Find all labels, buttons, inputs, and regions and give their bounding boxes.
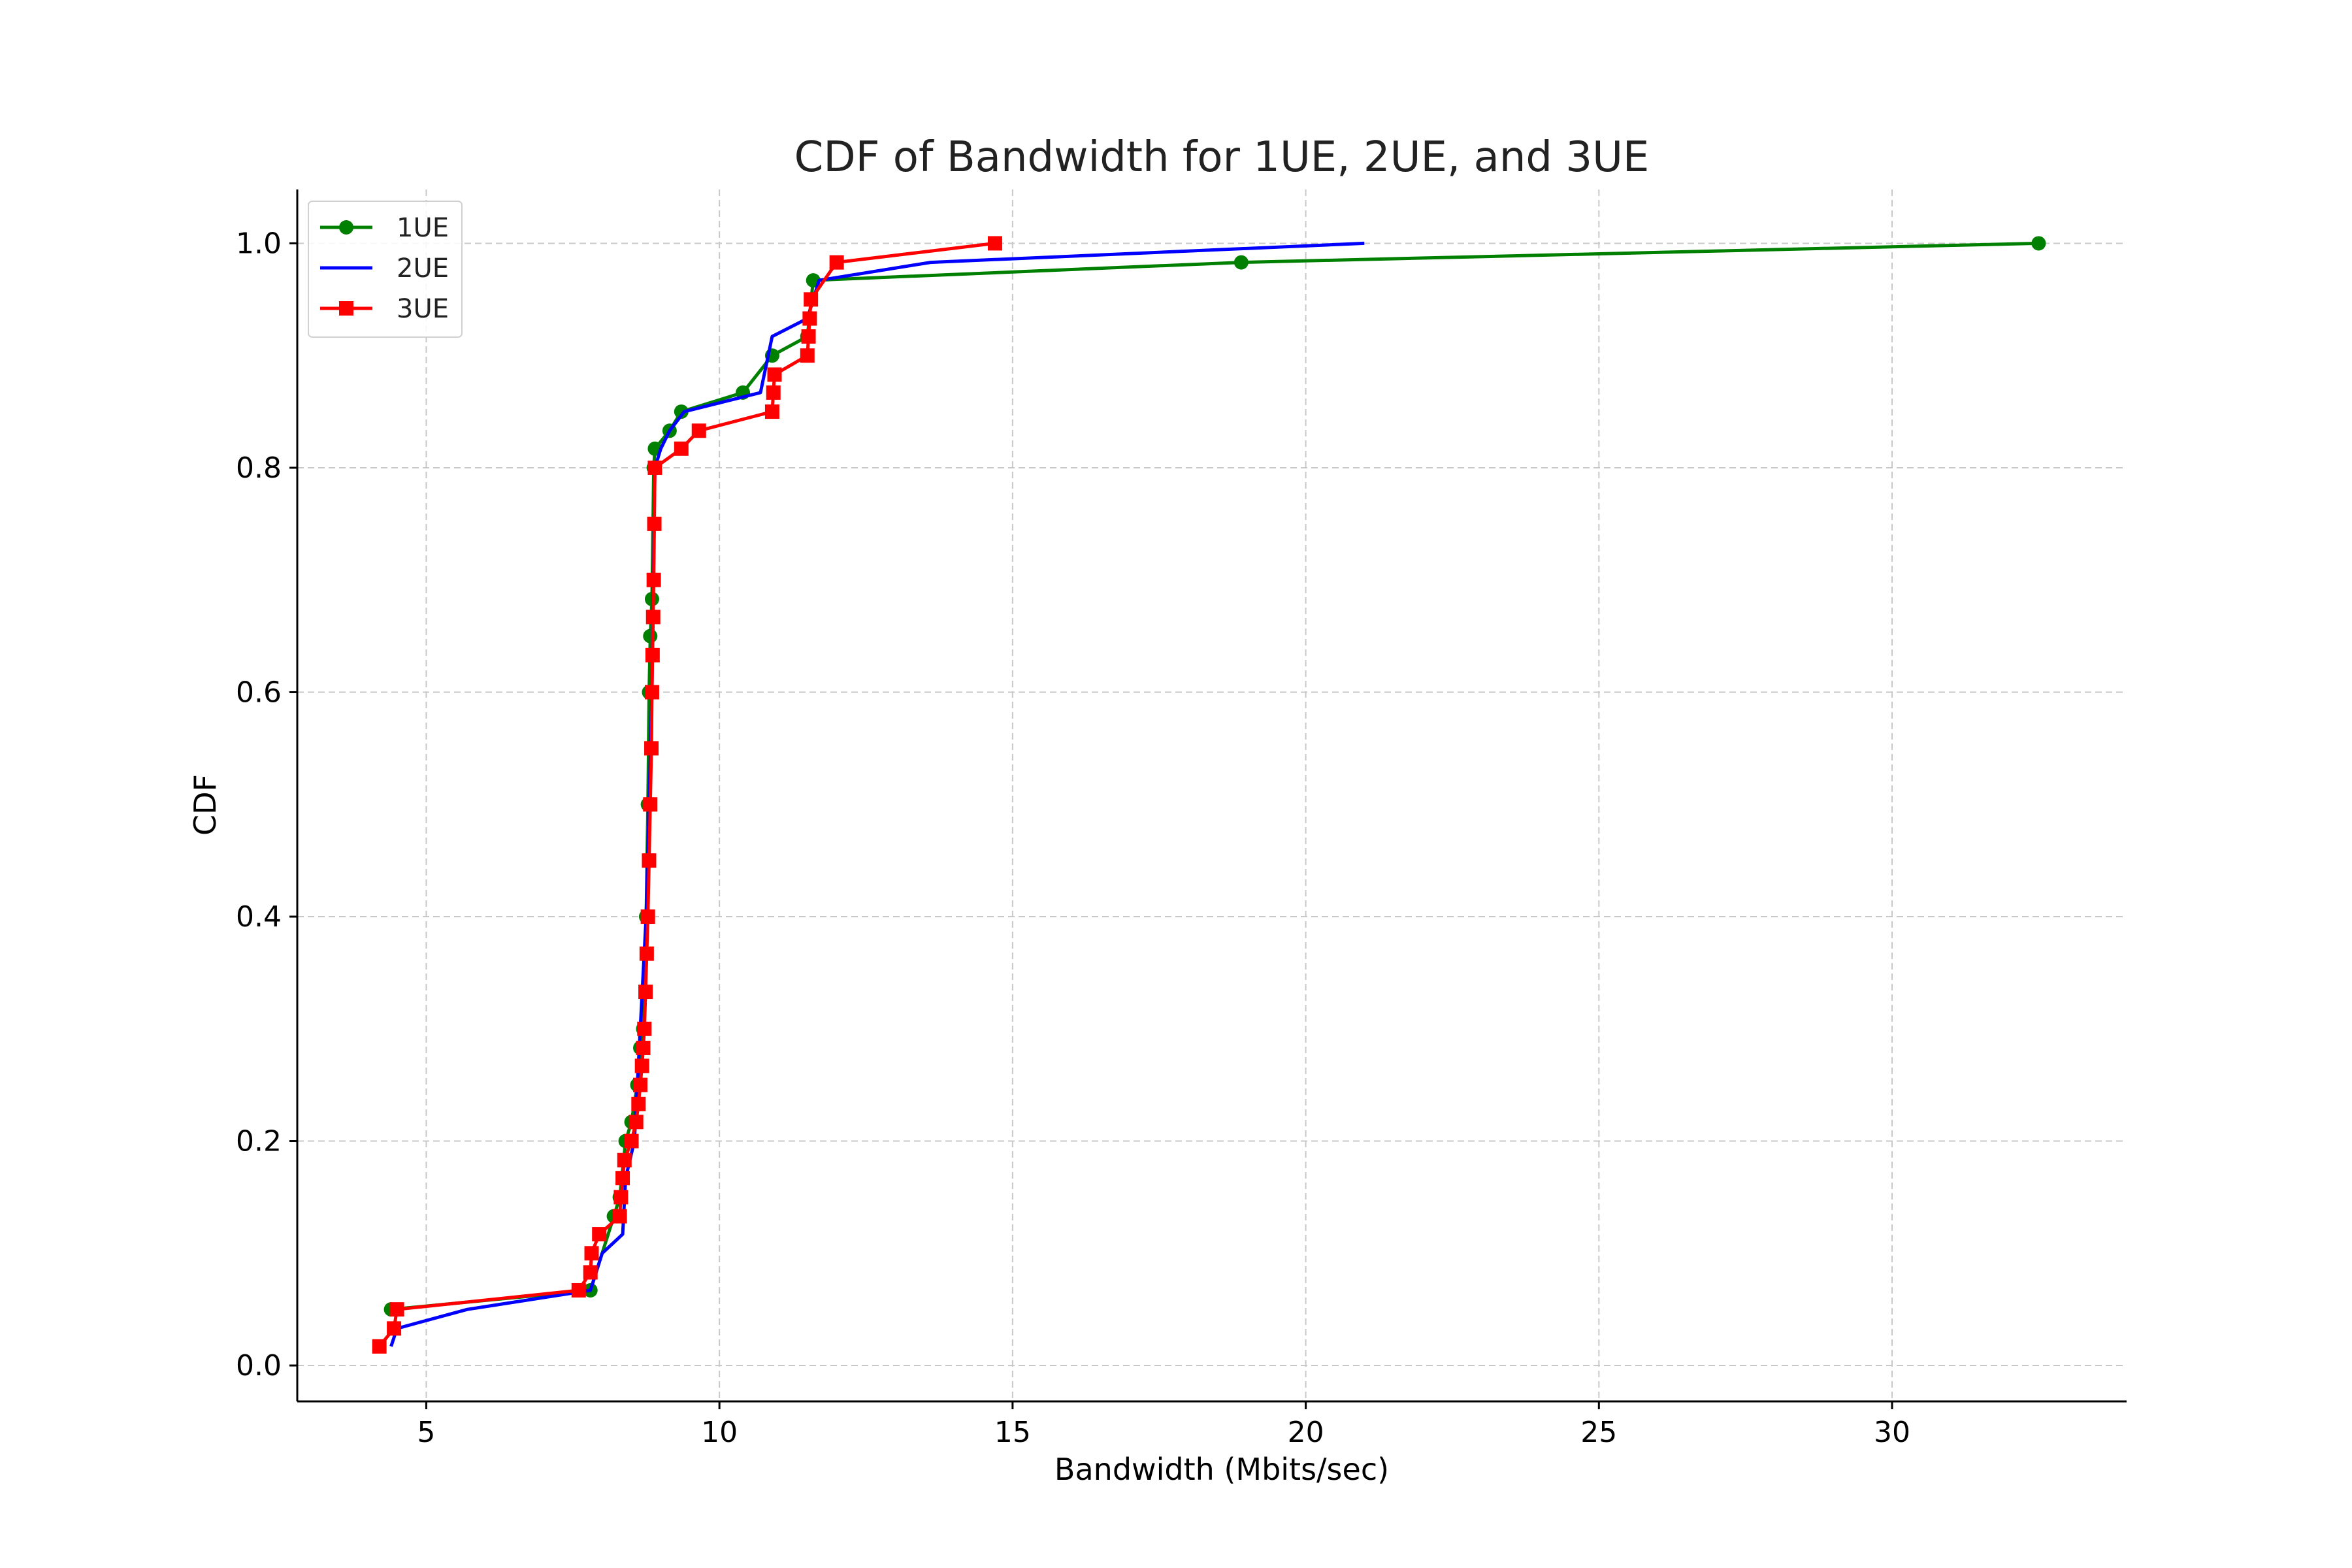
- chart-title: CDF of Bandwidth for 1UE, 2UE, and 3UE: [794, 133, 1650, 182]
- data-point: [801, 329, 816, 344]
- y-tick-label: 0.4: [236, 900, 282, 934]
- data-point: [804, 292, 819, 307]
- data-point: [643, 629, 658, 644]
- data-point: [613, 1190, 629, 1205]
- data-point: [644, 685, 659, 700]
- data-point: [802, 311, 817, 326]
- data-point: [674, 404, 689, 419]
- data-point: [387, 1321, 402, 1336]
- data-point: [638, 985, 653, 1000]
- data-point: [640, 909, 655, 924]
- data-point: [647, 460, 662, 475]
- data-point: [639, 946, 654, 961]
- series-line: [389, 241, 1365, 1347]
- data-point: [592, 1227, 607, 1242]
- legend-label: 2UE: [397, 253, 449, 284]
- data-point: [339, 301, 353, 316]
- x-tick-label: 5: [417, 1416, 435, 1449]
- legend: 1UE 2UE 3UE: [308, 201, 463, 338]
- data-point: [372, 1339, 387, 1354]
- series-1ue: [384, 236, 2046, 1317]
- legend-item-3ue: 3UE: [320, 294, 449, 324]
- grid: [297, 189, 2127, 1401]
- y-axis-label: CDF: [188, 774, 223, 836]
- data-point: [645, 610, 661, 625]
- y-tick-label: 0.8: [236, 451, 282, 485]
- data-point: [764, 404, 779, 419]
- x-tick-label: 15: [994, 1416, 1031, 1449]
- axes: 5 10 15 20 25 30 0.0 0.2 0.4 0.6 0.8 1.0: [236, 189, 2127, 1449]
- legend-item-1ue: 1UE: [320, 213, 449, 243]
- data-point: [634, 1058, 649, 1073]
- data-point: [633, 1077, 647, 1092]
- legend-item-2ue: 2UE: [320, 253, 449, 284]
- data-point: [829, 255, 844, 270]
- data-point: [645, 647, 660, 662]
- x-axis-label: Bandwidth (Mbits/sec): [1054, 1452, 1389, 1487]
- data-point: [636, 1040, 651, 1055]
- y-tick-label: 0.0: [236, 1349, 282, 1382]
- data-point: [766, 385, 781, 400]
- data-point: [646, 572, 661, 587]
- y-tick-label: 0.2: [236, 1125, 282, 1158]
- legend-label: 3UE: [397, 294, 449, 324]
- data-point: [637, 1021, 652, 1036]
- data-point: [617, 1152, 632, 1168]
- data-point: [571, 1282, 586, 1298]
- series-line: [391, 241, 2039, 1311]
- data-point: [631, 1096, 646, 1111]
- data-point: [583, 1265, 598, 1280]
- data-point: [1233, 255, 1249, 270]
- x-tick-label: 25: [1580, 1416, 1617, 1449]
- data-point: [987, 236, 1002, 251]
- data-point: [2031, 236, 2046, 251]
- data-point: [624, 1134, 639, 1149]
- data-point: [691, 423, 706, 438]
- data-point: [584, 1246, 599, 1261]
- data-point: [629, 1115, 644, 1130]
- data-point: [615, 1171, 630, 1186]
- x-tick-label: 30: [1874, 1416, 1910, 1449]
- x-tick-label: 10: [701, 1416, 738, 1449]
- data-point: [644, 741, 659, 756]
- data-point: [647, 516, 662, 531]
- data-point: [339, 220, 353, 235]
- data-point: [643, 797, 658, 812]
- series-layer: [372, 236, 2046, 1354]
- data-point: [800, 348, 815, 363]
- series-3ue: [372, 236, 1002, 1354]
- x-tick-label: 20: [1288, 1416, 1324, 1449]
- legend-label: 1UE: [397, 213, 449, 243]
- data-point: [389, 1302, 404, 1317]
- data-point: [767, 367, 782, 382]
- y-tick-label: 0.6: [236, 676, 282, 709]
- y-tick-label: 1.0: [236, 227, 282, 260]
- series-2ue: [389, 241, 1365, 1347]
- data-point: [612, 1209, 627, 1224]
- data-point: [674, 441, 689, 456]
- data-point: [642, 853, 657, 868]
